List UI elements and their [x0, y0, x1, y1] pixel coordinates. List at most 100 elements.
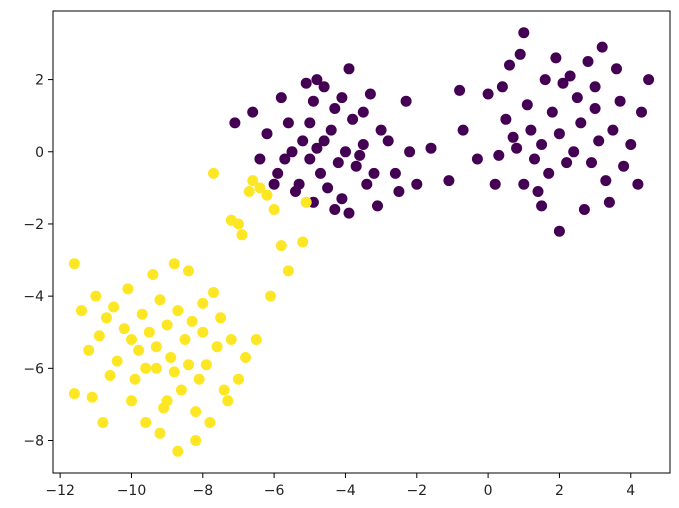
data-point-series-1	[150, 341, 162, 353]
data-point-series-1	[172, 445, 184, 457]
data-point-series-1	[193, 373, 205, 385]
data-point-series-0	[489, 178, 501, 190]
data-point-series-1	[154, 427, 166, 439]
data-point-series-0	[404, 146, 416, 158]
data-point-series-1	[211, 341, 223, 353]
data-point-series-0	[578, 204, 590, 215]
data-point-series-0	[411, 178, 423, 190]
data-point-series-0	[482, 88, 494, 100]
data-point-series-0	[500, 113, 512, 125]
data-point-series-0	[536, 139, 548, 150]
data-point-series-1	[68, 258, 80, 270]
data-point-series-0	[625, 139, 637, 150]
data-point-series-1	[233, 218, 244, 230]
data-point-series-0	[582, 56, 594, 67]
data-point-series-1	[275, 240, 287, 252]
data-point-series-0	[593, 135, 605, 147]
data-point-series-0	[343, 63, 355, 75]
data-point-series-0	[636, 106, 647, 118]
data-point-series-1	[297, 236, 309, 248]
data-point-series-1	[172, 305, 184, 317]
data-point-series-0	[361, 178, 373, 190]
data-point-series-0	[336, 193, 348, 205]
data-point-series-1	[108, 301, 120, 313]
data-point-series-1	[218, 384, 230, 396]
data-point-series-0	[229, 117, 241, 129]
data-point-series-1	[147, 269, 159, 280]
data-point-series-0	[343, 207, 355, 219]
data-point-series-0	[543, 167, 555, 179]
data-point-series-1	[143, 326, 155, 338]
data-point-series-1	[90, 290, 102, 302]
data-point-series-0	[557, 77, 569, 89]
data-point-series-1	[183, 359, 194, 371]
data-point-series-0	[511, 142, 523, 154]
y-tick-label: 2	[35, 73, 44, 89]
data-point-series-0	[553, 225, 565, 237]
y-tick-label: 0	[35, 145, 44, 161]
data-point-series-0	[329, 103, 341, 114]
data-point-series-0	[297, 135, 309, 147]
data-point-series-0	[518, 27, 530, 39]
data-point-series-1	[197, 297, 209, 309]
data-point-series-0	[304, 153, 316, 165]
x-tick-label: 4	[626, 483, 635, 499]
x-axis: −12 −10 −8 −6 −4 −2 0 2 4	[45, 473, 635, 499]
data-point-series-1	[140, 417, 152, 428]
data-point-series-0	[457, 124, 469, 136]
data-point-series-0	[496, 81, 508, 93]
data-point-series-0	[514, 48, 526, 60]
data-point-series-1	[247, 175, 259, 187]
data-point-series-0	[247, 106, 259, 118]
data-point-series-1	[208, 167, 219, 179]
data-point-series-0	[304, 117, 316, 129]
data-point-series-0	[382, 135, 394, 147]
data-point-series-0	[614, 95, 626, 107]
y-tick-label: −6	[23, 361, 44, 377]
data-point-series-1	[197, 326, 209, 338]
data-point-series-1	[97, 417, 109, 428]
data-point-series-0	[368, 167, 380, 179]
data-point-series-1	[136, 308, 148, 320]
data-point-series-0	[632, 178, 644, 190]
y-axis: 2 0 −2 −4 −6 −8	[23, 73, 53, 450]
data-point-series-0	[347, 113, 359, 125]
y-tick-label: −2	[23, 217, 44, 233]
data-point-series-1	[190, 435, 202, 446]
data-point-series-0	[311, 142, 323, 154]
data-point-series-0	[536, 200, 548, 212]
data-point-series-0	[618, 160, 630, 172]
data-point-series-1	[154, 294, 166, 306]
data-point-series-1	[161, 395, 173, 407]
data-point-series-0	[318, 81, 330, 93]
data-point-series-0	[571, 92, 583, 104]
data-point-series-1	[179, 334, 191, 345]
data-point-series-0	[529, 153, 540, 165]
data-point-series-0	[325, 124, 337, 136]
data-point-series-0	[586, 157, 597, 169]
data-point-series-1	[133, 344, 145, 356]
data-point-series-0	[393, 186, 405, 197]
data-point-series-0	[575, 117, 587, 129]
data-point-series-0	[322, 182, 334, 194]
data-point-series-0	[504, 59, 515, 71]
data-point-series-1	[236, 229, 248, 241]
data-point-series-1	[111, 355, 123, 367]
data-point-series-1	[126, 395, 137, 407]
data-point-series-0	[272, 167, 284, 179]
data-point-series-0	[354, 149, 366, 161]
data-point-series-1	[129, 373, 141, 385]
data-point-series-0	[443, 175, 455, 187]
data-point-series-1	[240, 352, 252, 363]
data-point-series-1	[68, 388, 80, 400]
data-point-series-0	[300, 77, 312, 89]
data-point-series-0	[282, 117, 294, 129]
data-point-series-0	[357, 139, 369, 150]
data-point-series-0	[372, 200, 383, 212]
data-point-series-1	[186, 315, 198, 327]
data-point-series-0	[521, 99, 533, 111]
data-point-series-0	[254, 153, 266, 165]
data-point-series-0	[340, 146, 351, 158]
data-point-series-1	[150, 362, 162, 374]
data-point-series-0	[546, 106, 558, 118]
